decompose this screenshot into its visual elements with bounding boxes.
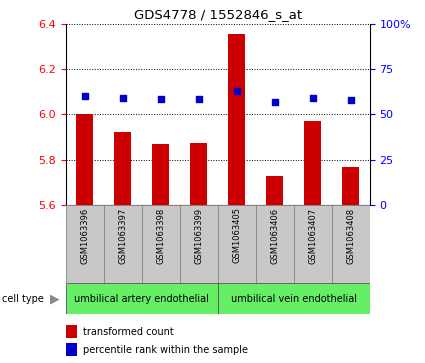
Point (157, 96, 164, 102)
Text: umbilical artery endothelial: umbilical artery endothelial (74, 294, 209, 303)
Text: GSM1063408: GSM1063408 (346, 207, 355, 264)
Bar (152, 144, 170, 205)
Bar (256, 205, 294, 283)
Bar (304, 121, 321, 205)
Bar (228, 34, 245, 205)
Text: GSM1063406: GSM1063406 (270, 207, 279, 264)
Point (309, 95, 316, 101)
Text: GSM1063407: GSM1063407 (308, 207, 317, 264)
Bar (104, 205, 142, 283)
Bar (266, 176, 283, 205)
Bar (190, 143, 207, 205)
Text: ▶: ▶ (50, 292, 60, 305)
Bar (66, 205, 104, 283)
Text: umbilical vein endothelial: umbilical vein endothelial (231, 294, 357, 303)
Bar (114, 132, 131, 205)
Point (233, 88, 240, 94)
Text: GSM1063397: GSM1063397 (118, 207, 127, 264)
Bar (180, 205, 218, 283)
Bar (142, 205, 180, 283)
Bar (76, 114, 94, 205)
Bar (66, 343, 77, 356)
Bar (332, 205, 370, 283)
Bar (342, 167, 359, 205)
Point (196, 96, 202, 102)
Text: transformed count: transformed count (82, 327, 173, 337)
Bar (66, 283, 218, 314)
Point (272, 99, 278, 105)
Bar (218, 205, 256, 283)
Text: GSM1063396: GSM1063396 (80, 207, 89, 264)
Bar (294, 205, 332, 283)
Text: percentile rank within the sample: percentile rank within the sample (82, 345, 248, 355)
Text: GSM1063398: GSM1063398 (156, 207, 165, 264)
Point (82, 93, 88, 99)
Point (347, 97, 354, 103)
Bar (66, 325, 77, 338)
Title: GDS4778 / 1552846_s_at: GDS4778 / 1552846_s_at (134, 8, 302, 21)
Text: GSM1063405: GSM1063405 (232, 207, 241, 264)
Text: GSM1063399: GSM1063399 (194, 207, 203, 264)
Point (119, 95, 126, 101)
Bar (218, 283, 370, 314)
Text: cell type: cell type (2, 294, 44, 303)
